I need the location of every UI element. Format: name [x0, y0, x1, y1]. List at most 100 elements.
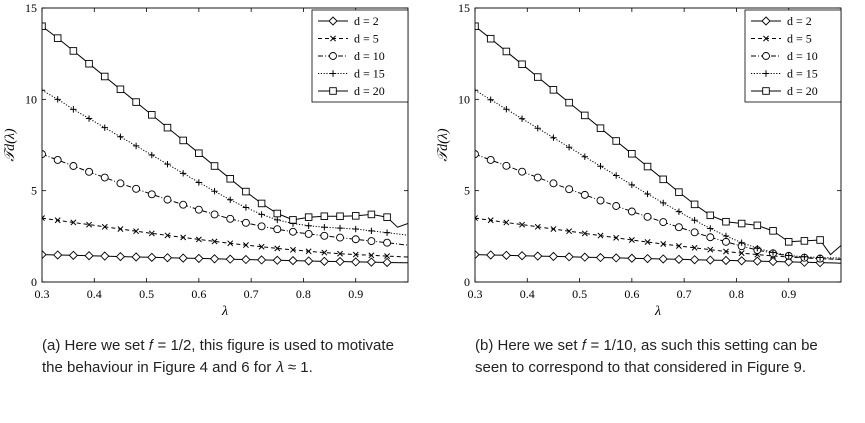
data-point — [242, 187, 250, 196]
data-point — [319, 256, 329, 266]
caption-a: (a) Here we set 𝑓 = 1/2, this figure is … — [42, 337, 394, 376]
legend-box — [311, 9, 409, 103]
data-point — [475, 215, 478, 222]
data-point — [816, 254, 824, 261]
data-point — [581, 230, 588, 237]
data-point — [210, 162, 219, 170]
legend-label: d = 5 — [354, 32, 379, 46]
data-point — [722, 237, 730, 246]
data-point — [132, 184, 141, 193]
data-point — [257, 222, 266, 231]
data-point — [227, 196, 234, 203]
data-point — [274, 245, 281, 252]
x-tick-label: 0.4 — [520, 287, 535, 301]
y-tick-label: 15 — [458, 1, 470, 15]
data-point — [180, 234, 187, 241]
data-point — [86, 221, 93, 228]
legend-swatch-marker — [329, 52, 337, 60]
data-point — [382, 257, 392, 268]
data-point — [209, 254, 220, 264]
series-d20 — [475, 22, 841, 256]
x-tick-label: 0.9 — [348, 287, 363, 301]
data-point — [707, 246, 714, 253]
data-point — [660, 241, 667, 247]
data-point — [752, 256, 762, 266]
data-point — [42, 150, 46, 159]
data-point — [274, 216, 281, 224]
data-point — [475, 150, 479, 159]
data-point — [534, 124, 541, 132]
data-point — [178, 253, 188, 263]
data-point — [517, 251, 527, 261]
data-point — [674, 223, 683, 232]
data-point — [690, 228, 699, 237]
series-d5 — [42, 215, 408, 260]
y-tick-label: 15 — [25, 1, 37, 15]
legend-swatch-marker — [330, 35, 336, 42]
data-point — [613, 234, 620, 241]
series-d2 — [42, 249, 408, 268]
data-point — [101, 124, 108, 131]
data-point — [722, 232, 730, 240]
data-point — [163, 195, 172, 204]
data-point — [53, 156, 62, 164]
data-point — [502, 161, 511, 170]
legend-label: d = 2 — [354, 14, 379, 28]
data-point — [644, 190, 651, 198]
legend-swatch-marker — [761, 16, 771, 26]
data-point — [675, 188, 683, 196]
data-point — [627, 253, 637, 263]
data-point — [54, 217, 61, 224]
data-point — [290, 246, 296, 253]
data-point — [533, 251, 543, 261]
data-point — [691, 217, 698, 224]
data-point — [754, 245, 761, 252]
data-point — [70, 106, 77, 113]
data-point — [628, 150, 636, 158]
data-point — [486, 250, 496, 260]
x-tick-label: 0.3 — [468, 287, 483, 301]
data-point — [162, 253, 173, 263]
data-point — [475, 249, 480, 260]
data-point — [533, 73, 542, 81]
data-point — [518, 115, 526, 122]
data-point — [659, 175, 667, 184]
data-point — [42, 215, 45, 222]
data-point — [628, 181, 636, 189]
data-point — [210, 210, 219, 219]
plot-frame — [41, 7, 409, 283]
data-point — [475, 87, 479, 94]
data-point — [100, 251, 110, 261]
data-point — [195, 236, 202, 243]
data-point — [566, 228, 573, 235]
data-point — [148, 230, 155, 237]
data-point — [116, 85, 125, 94]
series-d10 — [42, 150, 408, 247]
data-point — [115, 251, 126, 262]
data-point — [226, 214, 235, 223]
data-point — [321, 249, 328, 256]
data-point — [147, 252, 157, 262]
data-point — [69, 162, 78, 170]
y-axis-label: 𝒯d(λ) — [3, 128, 18, 161]
data-point — [305, 222, 312, 229]
data-point — [85, 167, 94, 176]
y-tick-label: 5 — [31, 184, 37, 198]
data-point — [487, 217, 494, 224]
legend-label: d = 15 — [354, 67, 385, 81]
data-point — [690, 200, 699, 209]
data-point — [147, 190, 156, 199]
legend-label: d = 20 — [787, 84, 818, 98]
legend: d = 2 d = 5 d = 10 d = 15 d = 20 — [744, 9, 842, 103]
data-point — [581, 111, 589, 120]
data-point — [705, 255, 715, 265]
data-point — [768, 256, 778, 267]
data-point — [659, 218, 668, 227]
y-tick-label: 5 — [464, 184, 470, 198]
data-point — [384, 253, 391, 260]
data-point — [241, 218, 250, 227]
data-point — [258, 211, 265, 218]
series-d15 — [475, 87, 841, 261]
data-point — [304, 230, 313, 238]
